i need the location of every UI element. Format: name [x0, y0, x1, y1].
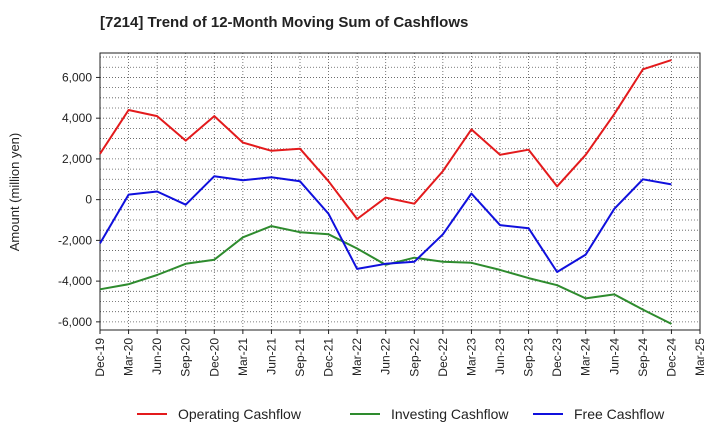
operating-cashflow-line — [99, 59, 672, 220]
x-tick-label: Dec-19 — [93, 338, 107, 377]
free-cashflow-line — [99, 175, 672, 273]
chart-title: [7214] Trend of 12-Month Moving Sum of C… — [100, 14, 469, 31]
investing-cashflow-legend-label: Investing Cashflow — [391, 406, 509, 422]
x-tick-label: Dec-21 — [322, 338, 336, 377]
x-tick-label: Mar-25 — [693, 338, 707, 376]
y-tick-label: 0 — [85, 193, 92, 207]
x-tick-label: Mar-21 — [236, 338, 250, 376]
x-tick-label: Sep-21 — [293, 338, 307, 377]
x-tick-label: Dec-22 — [436, 338, 450, 377]
y-tick-label: -4,000 — [58, 274, 92, 288]
x-tick-label: Jun-20 — [150, 338, 164, 375]
x-tick-label: Mar-20 — [122, 338, 136, 376]
x-tick-label: Dec-24 — [664, 338, 678, 377]
x-tick-label: Sep-20 — [179, 338, 193, 377]
x-tick-label: Jun-22 — [379, 338, 393, 375]
y-tick-label: 4,000 — [62, 111, 92, 125]
x-tick-label: Dec-20 — [207, 338, 221, 377]
x-tick-label: Mar-22 — [350, 338, 364, 376]
x-tick-label: Mar-23 — [464, 338, 478, 376]
y-tick-label: 6,000 — [62, 70, 92, 84]
operating-cashflow-legend-label: Operating Cashflow — [178, 406, 302, 422]
x-tick-label: Sep-22 — [407, 338, 421, 377]
y-tick-label: 2,000 — [62, 152, 92, 166]
y-tick-label: -6,000 — [58, 315, 92, 329]
x-tick-label: Jun-23 — [493, 338, 507, 375]
x-tick-label: Sep-23 — [522, 338, 536, 377]
y-axis-label: Amount (million yen) — [7, 133, 22, 252]
x-tick-label: Sep-24 — [636, 338, 650, 377]
plot-frame — [99, 52, 701, 331]
free-cashflow-legend-label: Free Cashflow — [574, 406, 665, 422]
x-tick-label: Jun-24 — [607, 338, 621, 375]
x-tick-label: Mar-24 — [579, 338, 593, 376]
y-tick-label: -2,000 — [58, 233, 92, 247]
x-tick-label: Jun-21 — [264, 338, 278, 375]
x-tick-label: Dec-23 — [550, 338, 564, 377]
